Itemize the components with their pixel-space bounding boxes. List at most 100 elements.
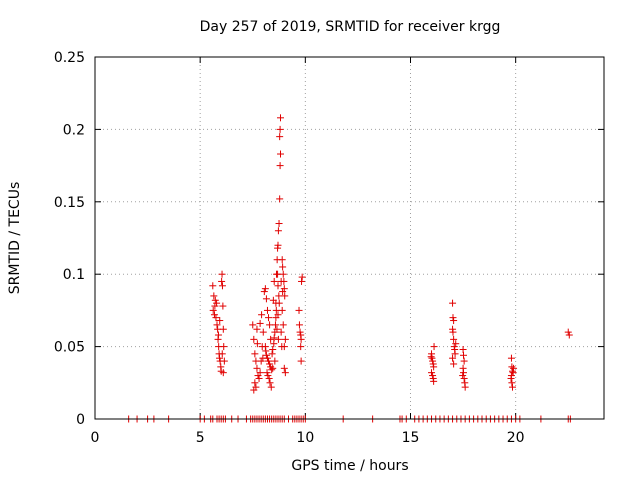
data-point [220, 343, 228, 351]
data-point [219, 302, 227, 310]
data-point [565, 331, 573, 339]
data-point [270, 277, 278, 285]
data-point [459, 372, 467, 380]
data-point [276, 133, 284, 141]
data-point [279, 288, 287, 296]
data-point [449, 354, 457, 362]
data-point [268, 350, 276, 358]
data-point [249, 321, 257, 329]
data-point [250, 335, 258, 343]
data-point [428, 369, 436, 377]
x-tick-label: 0 [91, 430, 100, 446]
data-point [250, 386, 258, 394]
x-tick-label: 20 [507, 430, 525, 446]
data-point [297, 343, 305, 351]
data-point [296, 328, 304, 336]
data-point [268, 366, 276, 374]
data-point [265, 357, 273, 365]
data-point [269, 364, 277, 372]
data-point [213, 321, 221, 329]
data-point [449, 299, 457, 307]
data-point [275, 292, 283, 300]
data-point [212, 314, 220, 322]
data-point [509, 367, 517, 375]
y-tick-label: 0.05 [54, 340, 85, 356]
data-point [257, 357, 265, 365]
data-point [564, 328, 572, 336]
data-point [253, 340, 261, 348]
data-point [449, 314, 457, 322]
y-axis: 0 0.05 0.1 0.15 0.2 0.25 [54, 50, 604, 428]
y-axis-label: SRMTID / TECUs [7, 182, 23, 295]
data-point [280, 277, 288, 285]
data-point [450, 360, 458, 368]
data-point [216, 354, 224, 362]
data-point [266, 321, 274, 329]
data-point [272, 306, 280, 314]
data-point [460, 357, 468, 365]
data-point [298, 273, 306, 281]
data-point [271, 321, 279, 329]
data-point [280, 364, 288, 372]
data-point [274, 311, 282, 319]
data-markers [125, 114, 574, 423]
data-point [449, 328, 457, 336]
data-point [274, 241, 282, 249]
data-point [267, 383, 275, 391]
data-point [430, 377, 438, 385]
data-point [216, 317, 224, 325]
data-point [274, 335, 282, 343]
data-point [273, 325, 281, 333]
data-point [295, 321, 303, 329]
y-tick-label: 0.25 [54, 50, 85, 66]
data-point [428, 354, 436, 362]
data-point [218, 270, 226, 278]
data-point [510, 364, 518, 372]
data-point [429, 357, 437, 365]
x-tick-label: 5 [196, 430, 205, 446]
data-point [219, 369, 227, 377]
data-point [266, 360, 274, 368]
data-point [264, 372, 272, 380]
y-tick-label: 0 [76, 412, 85, 428]
data-point [508, 379, 516, 387]
data-point [274, 282, 282, 290]
data-point [277, 328, 285, 336]
data-point [279, 270, 287, 278]
y-tick-label: 0.15 [54, 195, 85, 211]
data-point [210, 311, 218, 319]
data-point [278, 256, 286, 264]
data-point [450, 317, 458, 325]
data-point [251, 379, 259, 387]
data-point [263, 306, 271, 314]
data-point [461, 383, 469, 391]
data-point [258, 311, 266, 319]
x-axis-label: GPS time / hours [291, 458, 408, 474]
data-point [262, 351, 270, 359]
data-point [509, 383, 517, 391]
data-point [451, 350, 459, 358]
data-point [276, 195, 284, 203]
x-tick-label: 15 [402, 430, 420, 446]
data-point [297, 335, 305, 343]
data-point [459, 369, 467, 377]
data-point [214, 331, 222, 339]
data-point [429, 372, 437, 380]
data-point [279, 263, 287, 271]
data-point [275, 299, 283, 307]
data-point [507, 374, 515, 382]
data-point [211, 296, 219, 304]
data-point [263, 369, 271, 377]
data-point [281, 292, 289, 300]
plot-frame [94, 56, 605, 420]
data-point [279, 321, 287, 329]
data-point [508, 363, 516, 371]
data-point [260, 288, 268, 296]
data-point [265, 314, 273, 322]
data-point [507, 354, 515, 362]
data-point [269, 345, 277, 353]
data-point [274, 227, 282, 235]
x-axis: 0 5 10 15 20 [91, 57, 525, 446]
data-point [259, 328, 267, 336]
